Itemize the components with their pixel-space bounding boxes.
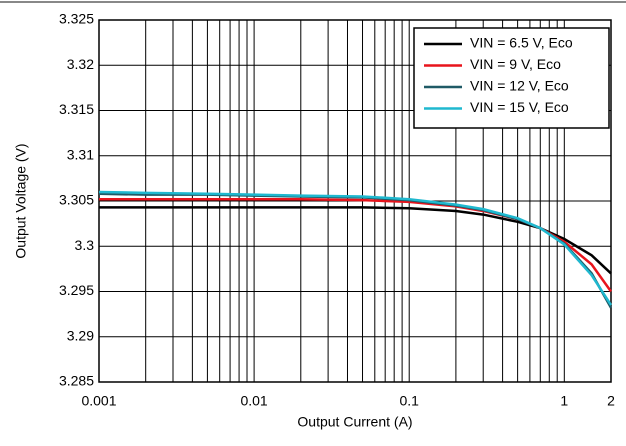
y-tick-label: 3.3 <box>75 237 95 253</box>
y-tick-label: 3.285 <box>59 373 94 389</box>
plot-frame <box>98 19 612 383</box>
x-tick-label: 0.001 <box>81 393 116 409</box>
series-line <box>98 192 613 309</box>
x-tick-label: 2 <box>607 393 615 409</box>
y-tick-label: 3.325 <box>59 11 94 27</box>
series-line <box>99 197 613 293</box>
y-tick-label: 3.315 <box>59 101 94 117</box>
legend-label: VIN = 6.5 V, Eco <box>470 35 573 51</box>
legend-label: VIN = 15 V, Eco <box>470 99 569 115</box>
y-tick-label: 3.295 <box>59 282 94 298</box>
series-line <box>99 206 612 275</box>
x-axis-label: Output Current (A) <box>297 414 412 430</box>
x-tick-label: 0.1 <box>399 393 419 409</box>
y-tick-label: 3.305 <box>59 192 94 208</box>
y-tick-label: 3.29 <box>67 327 94 343</box>
y-tick-label: 3.31 <box>67 146 94 162</box>
x-tick-label: 1 <box>560 393 568 409</box>
x-tick-label: 0.01 <box>240 393 267 409</box>
legend-label: VIN = 9 V, Eco <box>470 56 561 72</box>
series-line <box>98 190 613 306</box>
legend-label: VIN = 12 V, Eco <box>470 78 569 94</box>
y-axis-label: Output Voltage (V) <box>13 143 29 258</box>
y-tick-label: 3.32 <box>67 56 94 72</box>
